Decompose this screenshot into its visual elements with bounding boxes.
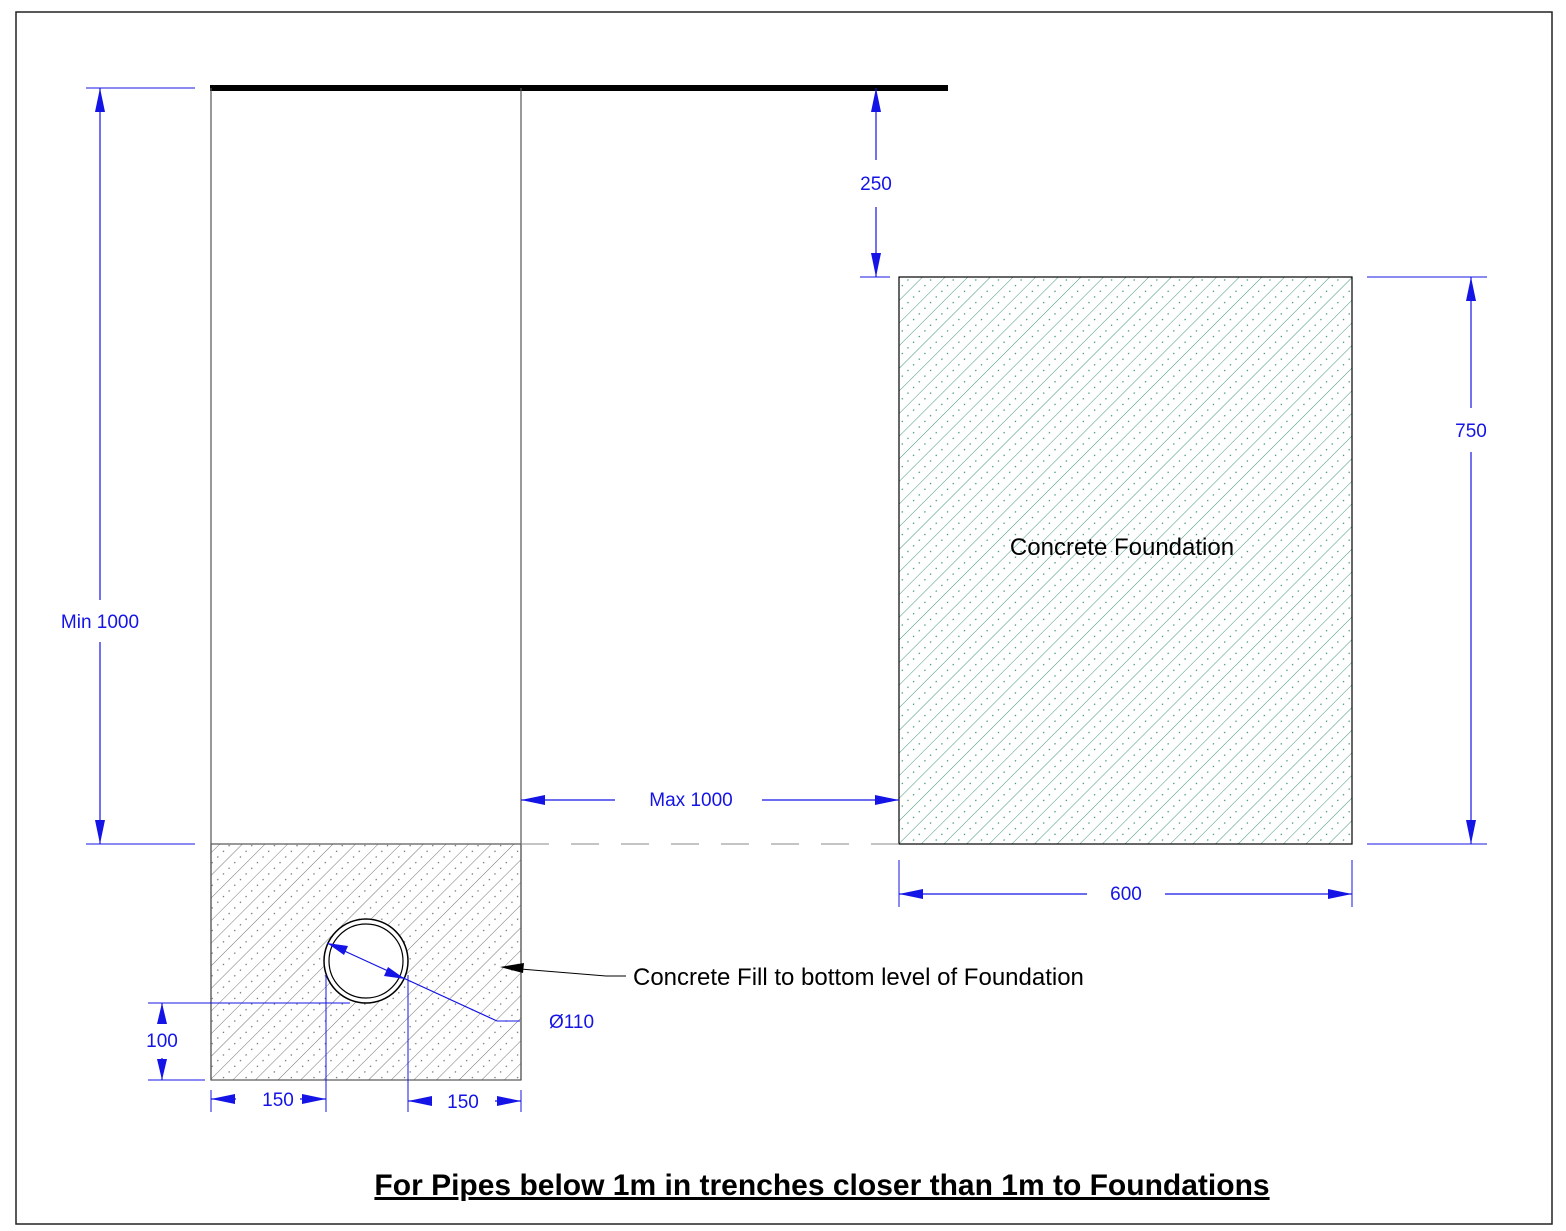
concrete-fill-leader — [500, 963, 626, 977]
dim-pipe-left-clearance — [210, 975, 327, 1112]
dim-foundation-height — [1367, 276, 1487, 845]
dim-pipe-left-clearance-label: 150 — [262, 1090, 294, 1111]
dim-pipe-right-clearance — [407, 975, 522, 1112]
dim-top-gap-label: 250 — [860, 174, 892, 195]
dim-foundation-width-label: 600 — [1110, 884, 1142, 905]
dim-pipe-diameter-label: Ø110 — [549, 1012, 594, 1033]
dim-pipe-bed — [148, 1002, 350, 1081]
dim-trench-depth-label: Min 1000 — [61, 612, 139, 633]
dim-top-gap — [860, 88, 890, 278]
dim-pipe-diameter — [326, 942, 520, 1022]
drawing-title: For Pipes below 1m in trenches closer th… — [374, 1169, 1269, 1202]
concrete-foundation — [898, 276, 1353, 845]
sheet-border — [15, 11, 1553, 1225]
dim-max-distance-label: Max 1000 — [649, 790, 732, 811]
dim-max-distance — [521, 795, 899, 805]
dim-pipe-right-clearance-label: 150 — [447, 1092, 479, 1113]
concrete-fill-note: Concrete Fill to bottom level of Foundat… — [633, 964, 1084, 991]
foundation-label: Concrete Foundation — [1010, 534, 1234, 561]
dim-trench-depth — [86, 87, 195, 845]
dim-foundation-height-label: 750 — [1455, 421, 1487, 442]
dim-pipe-bed-label: 100 — [146, 1031, 178, 1052]
dim-foundation-width — [898, 860, 1353, 907]
